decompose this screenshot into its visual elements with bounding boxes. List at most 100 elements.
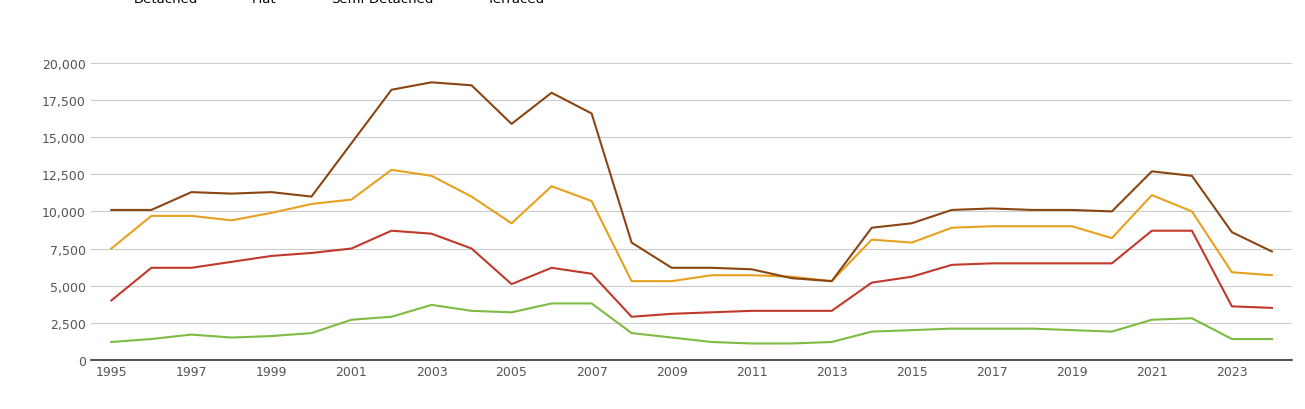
Semi-Detached	[223, 218, 239, 223]
Detached	[424, 231, 440, 236]
Flat	[1144, 317, 1160, 322]
Flat	[984, 326, 1000, 331]
Semi-Detached	[1144, 193, 1160, 198]
Flat	[304, 331, 320, 336]
Terraced	[1224, 230, 1240, 235]
Terraced	[1064, 208, 1079, 213]
Detached	[664, 312, 680, 317]
Terraced	[664, 266, 680, 271]
Detached	[343, 247, 359, 252]
Semi-Detached	[1184, 209, 1199, 214]
Semi-Detached	[784, 274, 800, 279]
Semi-Detached	[1224, 270, 1240, 275]
Flat	[703, 340, 719, 345]
Semi-Detached	[1024, 224, 1040, 229]
Detached	[703, 310, 719, 315]
Detached	[184, 266, 200, 271]
Detached	[864, 281, 880, 285]
Semi-Detached	[264, 211, 279, 216]
Terraced	[904, 221, 920, 226]
Detached	[784, 309, 800, 314]
Semi-Detached	[624, 279, 639, 284]
Line: Semi-Detached: Semi-Detached	[111, 171, 1272, 281]
Line: Detached: Detached	[111, 231, 1272, 317]
Terraced	[1104, 209, 1120, 214]
Flat	[343, 317, 359, 322]
Semi-Detached	[664, 279, 680, 284]
Detached	[223, 260, 239, 265]
Flat	[463, 309, 479, 314]
Detached	[823, 309, 839, 314]
Semi-Detached	[184, 214, 200, 219]
Terraced	[504, 122, 519, 127]
Flat	[823, 340, 839, 345]
Flat	[264, 334, 279, 339]
Flat	[1184, 316, 1199, 321]
Flat	[544, 301, 560, 306]
Semi-Detached	[744, 273, 760, 278]
Terraced	[544, 91, 560, 96]
Flat	[1104, 329, 1120, 334]
Semi-Detached	[904, 240, 920, 245]
Flat	[1064, 328, 1079, 333]
Detached	[384, 229, 399, 234]
Semi-Detached	[424, 174, 440, 179]
Detached	[264, 254, 279, 259]
Flat	[904, 328, 920, 333]
Semi-Detached	[864, 238, 880, 243]
Detached	[624, 315, 639, 319]
Semi-Detached	[504, 221, 519, 226]
Semi-Detached	[304, 202, 320, 207]
Semi-Detached	[984, 224, 1000, 229]
Terraced	[463, 83, 479, 88]
Detached	[144, 266, 159, 271]
Terraced	[984, 207, 1000, 211]
Detached	[583, 272, 599, 276]
Detached	[1265, 306, 1280, 310]
Flat	[424, 303, 440, 308]
Semi-Detached	[544, 184, 560, 189]
Detached	[1024, 261, 1040, 266]
Flat	[144, 337, 159, 342]
Semi-Detached	[343, 198, 359, 202]
Flat	[184, 332, 200, 337]
Detached	[304, 251, 320, 256]
Flat	[624, 331, 639, 336]
Line: Flat: Flat	[111, 303, 1272, 344]
Terraced	[1144, 169, 1160, 174]
Flat	[744, 341, 760, 346]
Flat	[864, 329, 880, 334]
Detached	[944, 263, 959, 267]
Detached	[1064, 261, 1079, 266]
Detached	[1224, 304, 1240, 309]
Detached	[544, 266, 560, 271]
Semi-Detached	[144, 214, 159, 219]
Terraced	[184, 190, 200, 195]
Detached	[1104, 261, 1120, 266]
Terraced	[823, 279, 839, 284]
Flat	[1224, 337, 1240, 342]
Detached	[1144, 229, 1160, 234]
Semi-Detached	[384, 168, 399, 173]
Terraced	[103, 208, 119, 213]
Terraced	[703, 266, 719, 271]
Semi-Detached	[463, 195, 479, 200]
Flat	[1265, 337, 1280, 342]
Terraced	[304, 195, 320, 200]
Flat	[103, 340, 119, 345]
Terraced	[144, 208, 159, 213]
Semi-Detached	[103, 247, 119, 252]
Semi-Detached	[1064, 224, 1079, 229]
Semi-Detached	[1104, 236, 1120, 241]
Semi-Detached	[1265, 273, 1280, 278]
Terraced	[1184, 174, 1199, 179]
Detached	[103, 298, 119, 303]
Flat	[784, 341, 800, 346]
Terraced	[744, 267, 760, 272]
Terraced	[864, 226, 880, 231]
Detached	[463, 247, 479, 252]
Terraced	[424, 81, 440, 85]
Flat	[384, 315, 399, 319]
Flat	[664, 335, 680, 340]
Flat	[583, 301, 599, 306]
